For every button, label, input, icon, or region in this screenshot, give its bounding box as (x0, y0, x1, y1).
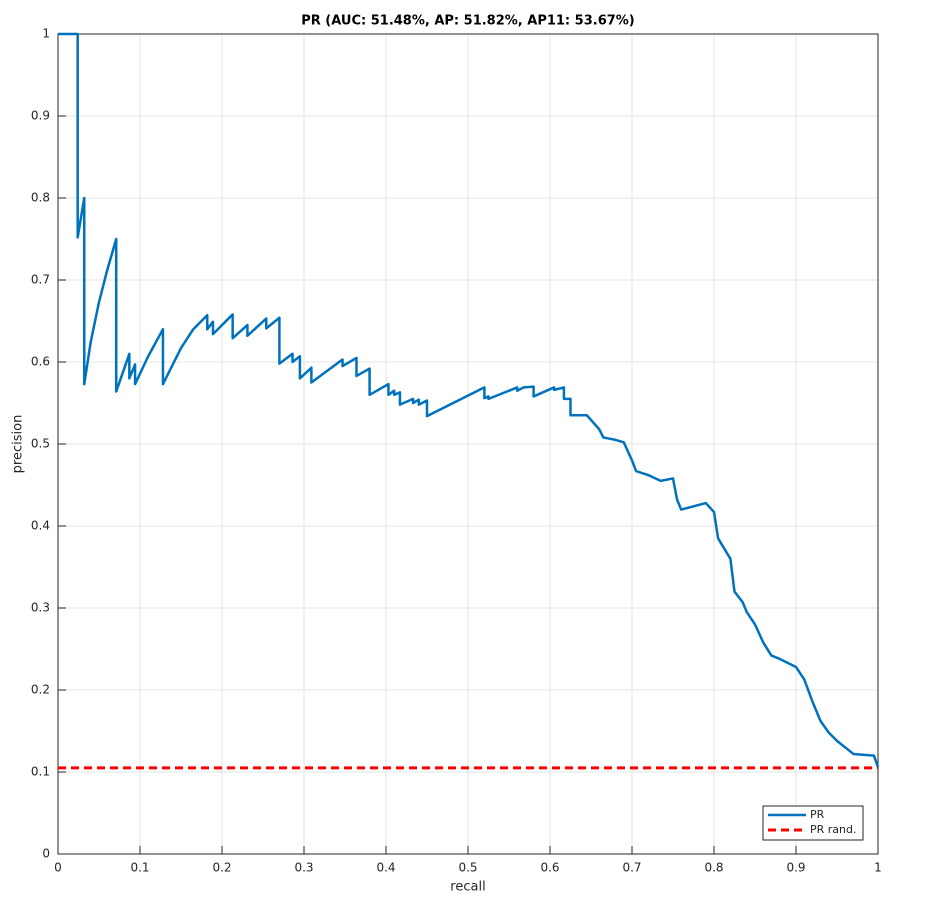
y-tick-label: 0.9 (31, 109, 50, 123)
series-line (58, 32, 880, 768)
y-tick-label: 0.4 (31, 519, 50, 533)
plot-frame (57, 33, 879, 855)
x-tick-label: 0.6 (540, 861, 559, 875)
legend-box (762, 805, 864, 841)
y-tick-label: 0.3 (31, 601, 50, 615)
chart-title: PR (AUC: 51.48%, AP: 51.82%, AP11: 53.67… (301, 14, 635, 29)
x-tick-label: 0.3 (294, 861, 313, 875)
x-tick-label: 0.4 (376, 861, 395, 875)
y-tick-label: 0.2 (31, 683, 50, 697)
legend-label: PR rand. (810, 823, 857, 836)
x-axis-label: recall (450, 880, 485, 895)
legend-label: PR (810, 808, 825, 821)
x-tick-label: 0.2 (212, 861, 231, 875)
y-tick-label: 0.1 (31, 765, 50, 779)
y-tick-label: 1 (42, 27, 50, 41)
x-tick-label: 1 (874, 861, 882, 875)
x-tick-label: 0.9 (786, 861, 805, 875)
y-tick-label: 0.5 (31, 437, 50, 451)
legend: PR PR rand. (762, 805, 864, 841)
y-tick-label: 0.7 (31, 273, 50, 287)
y-tick-label: 0.8 (31, 191, 50, 205)
x-tick-label: 0.5 (458, 861, 477, 875)
y-tick-label: 0 (42, 847, 50, 861)
x-tick-label: 0 (54, 861, 62, 875)
x-tick-label: 0.7 (622, 861, 641, 875)
y-axis-label: precision (11, 415, 26, 474)
x-tick-label: 0.1 (130, 861, 149, 875)
x-tick-label: 0.8 (704, 861, 723, 875)
y-tick-label: 0.6 (31, 355, 50, 369)
